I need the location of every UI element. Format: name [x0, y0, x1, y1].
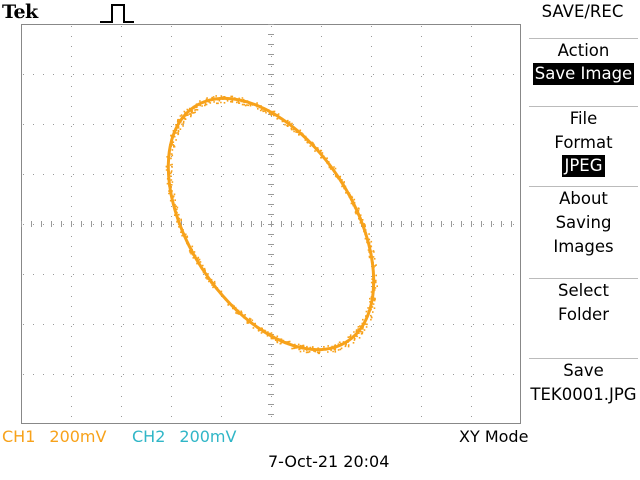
save-button[interactable]: Save TEK0001.JPG — [529, 358, 638, 411]
about-line-3: Images — [553, 237, 614, 256]
brand-logo: Tek — [2, 1, 38, 23]
action-value: Save Image — [532, 63, 635, 85]
file-format-menu-button[interactable]: File Format JPEG — [529, 106, 638, 185]
graticule-grid — [21, 24, 521, 424]
waveform-display — [21, 24, 521, 424]
about-saving-images-button[interactable]: About Saving Images — [529, 186, 638, 263]
ch1-scale: 200mV — [49, 427, 107, 446]
save-line-1: Save — [563, 361, 604, 380]
menu-title: SAVE/REC — [541, 2, 624, 21]
select-folder-line-2: Folder — [558, 305, 609, 324]
file-format-label-2: Format — [554, 133, 613, 152]
about-line-1: About — [559, 189, 608, 208]
side-menu: SAVE/REC Action Save Image File Format J… — [525, 0, 640, 410]
select-folder-button[interactable]: Select Folder — [529, 278, 638, 343]
ch2-scale: 200mV — [179, 427, 237, 446]
save-filename: TEK0001.JPG — [530, 385, 637, 404]
ch2-scale-readout: CH2 200mV — [132, 427, 236, 446]
xy-trace — [165, 95, 378, 355]
pulse-trigger-icon — [100, 4, 134, 23]
ch1-label: CH1 — [2, 427, 36, 446]
select-folder-line-1: Select — [558, 281, 609, 300]
file-format-label-1: File — [569, 109, 598, 128]
display-mode: XY Mode — [459, 427, 529, 446]
ch2-label: CH2 — [132, 427, 166, 446]
action-label: Action — [557, 41, 610, 60]
date-time: 7-Oct-21 20:04 — [268, 452, 390, 471]
file-format-value: JPEG — [562, 155, 605, 177]
about-line-2: Saving — [555, 213, 612, 232]
action-menu-button[interactable]: Action Save Image — [529, 38, 638, 103]
ch1-scale-readout: CH1 200mV — [2, 427, 106, 446]
